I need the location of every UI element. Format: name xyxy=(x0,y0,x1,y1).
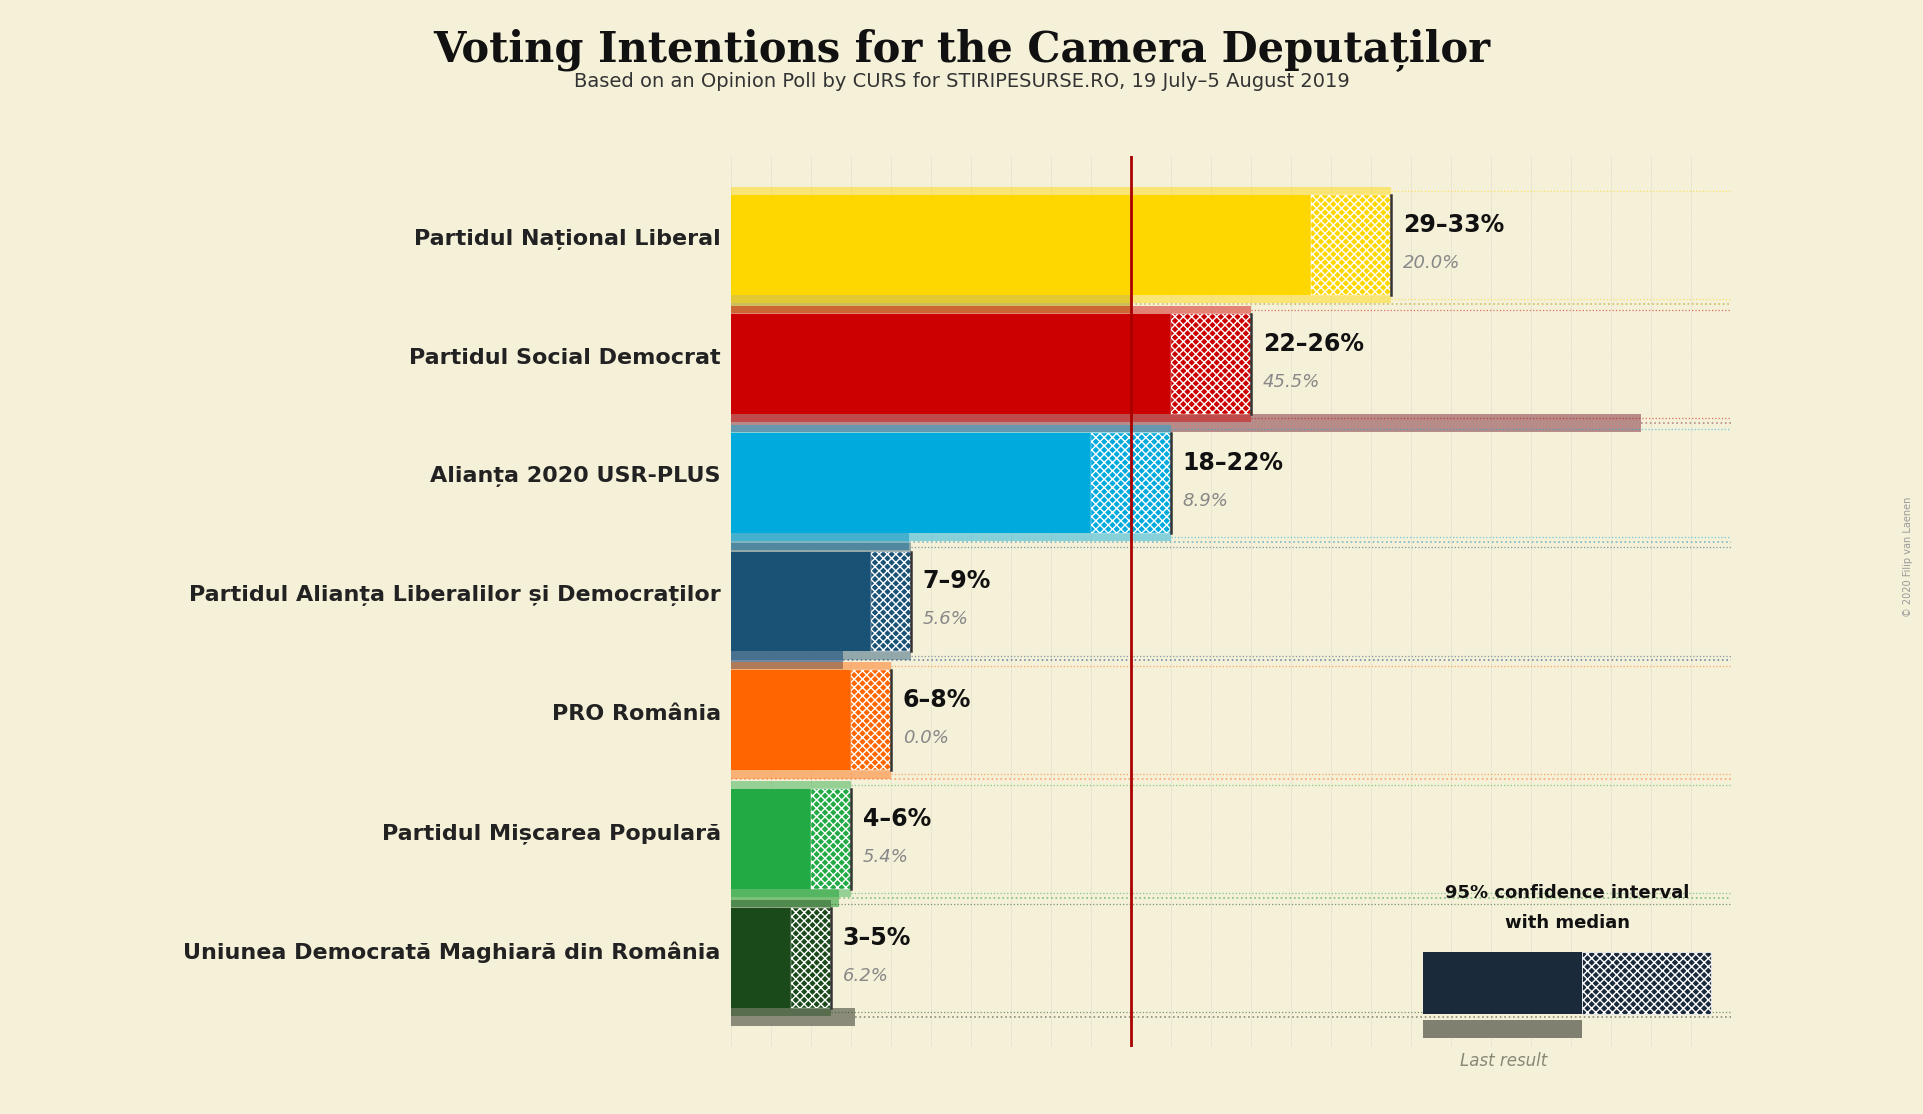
Bar xyxy=(731,889,838,907)
Text: 5.4%: 5.4% xyxy=(863,848,908,866)
Bar xyxy=(731,1008,854,1026)
Bar xyxy=(731,1008,831,1016)
Bar xyxy=(731,195,1311,295)
Bar xyxy=(812,790,850,889)
Bar xyxy=(1090,433,1171,532)
Bar xyxy=(731,790,812,889)
Bar xyxy=(850,671,890,770)
Bar xyxy=(731,544,912,551)
Bar xyxy=(871,551,912,652)
Text: 18–22%: 18–22% xyxy=(1183,450,1285,475)
Text: 3–5%: 3–5% xyxy=(842,926,912,950)
Bar xyxy=(731,652,912,659)
Text: 8.9%: 8.9% xyxy=(1183,491,1229,509)
Bar xyxy=(1171,314,1250,413)
Text: with median: with median xyxy=(1504,915,1631,932)
Text: 4–6%: 4–6% xyxy=(863,807,931,831)
Bar xyxy=(731,900,831,908)
Text: Alianța 2020 USR-PLUS: Alianța 2020 USR-PLUS xyxy=(431,467,721,487)
Text: 0.0%: 0.0% xyxy=(902,730,948,747)
Text: Partidul Mișcarea Populară: Partidul Mișcarea Populară xyxy=(381,823,721,843)
Bar xyxy=(790,908,831,1008)
Text: 20.0%: 20.0% xyxy=(1402,254,1460,272)
Bar xyxy=(731,314,1171,413)
Bar xyxy=(731,662,890,671)
Bar xyxy=(731,770,890,779)
Bar xyxy=(731,532,910,550)
Text: 45.5%: 45.5% xyxy=(1263,373,1319,391)
Bar xyxy=(731,781,850,790)
Text: Voting Intentions for the Camera Deputaților: Voting Intentions for the Camera Deputaț… xyxy=(433,28,1490,71)
Text: Based on an Opinion Poll by CURS for STIRIPESURSE.RO, 19 July–5 August 2019: Based on an Opinion Poll by CURS for STI… xyxy=(573,72,1350,91)
Bar xyxy=(731,671,850,770)
Text: Uniunea Democrată Maghiară din România: Uniunea Democrată Maghiară din România xyxy=(183,941,721,962)
Bar xyxy=(731,908,790,1008)
Text: 95% confidence interval: 95% confidence interval xyxy=(1444,885,1690,902)
Text: 5.6%: 5.6% xyxy=(923,610,969,628)
Bar xyxy=(731,424,1171,433)
Bar xyxy=(731,413,1250,422)
Bar xyxy=(731,413,1640,431)
Text: PRO România: PRO România xyxy=(552,704,721,724)
Bar xyxy=(731,532,1171,541)
Text: 29–33%: 29–33% xyxy=(1402,213,1504,237)
Text: 6.2%: 6.2% xyxy=(842,967,888,985)
Bar xyxy=(731,295,1131,313)
Text: Partidul Alianța Liberalilor și Democraților: Partidul Alianța Liberalilor și Democraț… xyxy=(188,585,721,606)
Bar xyxy=(731,433,1090,532)
Bar xyxy=(731,889,850,898)
Bar xyxy=(731,652,842,670)
Text: © 2020 Filip van Laenen: © 2020 Filip van Laenen xyxy=(1902,497,1913,617)
Text: Partidul Național Liberal: Partidul Național Liberal xyxy=(413,228,721,250)
Bar xyxy=(1311,195,1390,295)
Bar xyxy=(731,295,1390,303)
Bar xyxy=(731,551,871,652)
Bar xyxy=(731,187,1390,195)
Text: Partidul Social Democrat: Partidul Social Democrat xyxy=(410,348,721,368)
Text: 6–8%: 6–8% xyxy=(902,688,971,712)
Text: Last result: Last result xyxy=(1460,1052,1548,1069)
Text: 7–9%: 7–9% xyxy=(923,569,990,594)
Text: 22–26%: 22–26% xyxy=(1263,332,1363,355)
Bar xyxy=(731,305,1250,314)
